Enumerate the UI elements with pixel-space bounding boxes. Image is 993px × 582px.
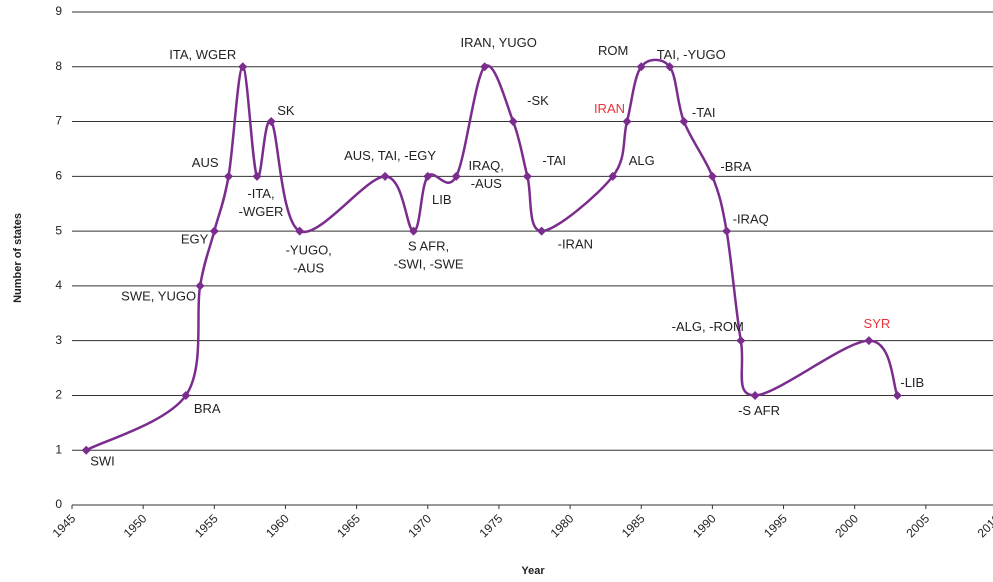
point-marker <box>380 171 390 181</box>
point-marker <box>736 336 746 346</box>
x-tick-label: 1960 <box>263 511 292 540</box>
point-label: ALG <box>629 153 655 168</box>
point-marker <box>295 226 305 236</box>
point-label: -IRAQ <box>733 212 769 227</box>
y-tick-label: 6 <box>55 169 62 183</box>
point-label: -LIB <box>900 375 924 390</box>
y-tick-label: 8 <box>55 59 62 73</box>
point-label: EGY <box>181 232 209 247</box>
y-tick-label: 1 <box>55 442 62 456</box>
y-tick-label: 5 <box>55 223 62 237</box>
y-tick-label: 4 <box>55 278 62 292</box>
point-label: -TAI <box>542 153 566 168</box>
point-label: ROM <box>598 43 628 58</box>
x-tick-label: 1950 <box>121 511 150 540</box>
x-tick-label: 1985 <box>619 511 648 540</box>
point-label: -BRA <box>720 159 751 174</box>
point-marker <box>451 171 461 181</box>
point-marker <box>480 62 490 72</box>
point-marker <box>224 171 234 181</box>
x-tick-label: 1995 <box>761 511 790 540</box>
y-axis-title: Number of states <box>12 213 24 303</box>
point-label: BRA <box>194 401 221 416</box>
y-tick-label: 7 <box>55 114 62 128</box>
x-axis-title: Year <box>521 565 545 577</box>
x-tick-label: 1980 <box>548 511 577 540</box>
point-label: IRAN <box>594 101 625 116</box>
point-label: AUS, TAI, -EGY <box>344 148 436 163</box>
point-marker <box>252 171 262 181</box>
point-marker <box>636 62 646 72</box>
x-tick-label: 1945 <box>50 511 79 540</box>
point-label: LIB <box>432 192 452 207</box>
point-marker <box>181 390 191 400</box>
x-tick-label: 2000 <box>832 511 861 540</box>
point-label: SWI <box>90 454 115 469</box>
point-marker <box>892 390 902 400</box>
point-label: -YUGO, <box>286 243 332 258</box>
y-tick-label: 3 <box>55 333 62 347</box>
point-marker <box>409 226 419 236</box>
point-label: IRAN, YUGO <box>461 35 537 50</box>
point-marker <box>522 171 532 181</box>
point-marker <box>81 445 91 455</box>
x-tick-label: 2005 <box>903 511 932 540</box>
y-tick-label: 9 <box>55 4 62 18</box>
y-tick-label: 0 <box>55 497 62 511</box>
point-label: -WGER <box>239 204 284 219</box>
x-tick-label: 1965 <box>334 511 363 540</box>
point-marker <box>209 226 219 236</box>
point-label: -AUS <box>471 176 502 191</box>
point-marker <box>266 117 276 127</box>
point-marker <box>750 390 760 400</box>
point-marker <box>864 336 874 346</box>
point-label: TAI, -YUGO <box>657 47 726 62</box>
point-marker <box>238 62 248 72</box>
point-label: -SWI, -SWE <box>394 257 464 272</box>
point-label: -AUS <box>293 261 324 276</box>
point-marker <box>608 171 618 181</box>
point-label: SYR <box>864 316 891 331</box>
point-marker <box>508 117 518 127</box>
point-marker <box>537 226 547 236</box>
point-marker <box>622 117 632 127</box>
point-label: -SK <box>527 93 549 108</box>
point-label: SWE, YUGO <box>121 288 196 303</box>
point-marker <box>423 171 433 181</box>
point-marker <box>707 171 717 181</box>
point-marker <box>679 117 689 127</box>
point-label: S AFR, <box>408 239 449 254</box>
point-marker <box>195 281 205 291</box>
point-label: -ITA, <box>247 186 274 201</box>
x-tick-label: 2010 <box>975 511 993 540</box>
series-line <box>85 58 899 452</box>
point-label: -IRAN <box>558 237 593 252</box>
x-tick-label: 1990 <box>690 511 719 540</box>
point-label: -S AFR <box>738 403 780 418</box>
point-marker <box>722 226 732 236</box>
point-label: SK <box>277 103 295 118</box>
x-tick-label: 1975 <box>477 511 506 540</box>
point-label: -ALG, -ROM <box>672 319 744 334</box>
point-label: IRAQ, <box>469 158 504 173</box>
point-label: AUS <box>192 155 219 170</box>
x-tick-label: 1970 <box>405 511 434 540</box>
x-tick-label: 1955 <box>192 511 221 540</box>
point-label: ITA, WGER <box>169 47 236 62</box>
y-tick-label: 2 <box>55 388 62 402</box>
point-label: -TAI <box>692 105 716 120</box>
point-marker <box>665 62 675 72</box>
